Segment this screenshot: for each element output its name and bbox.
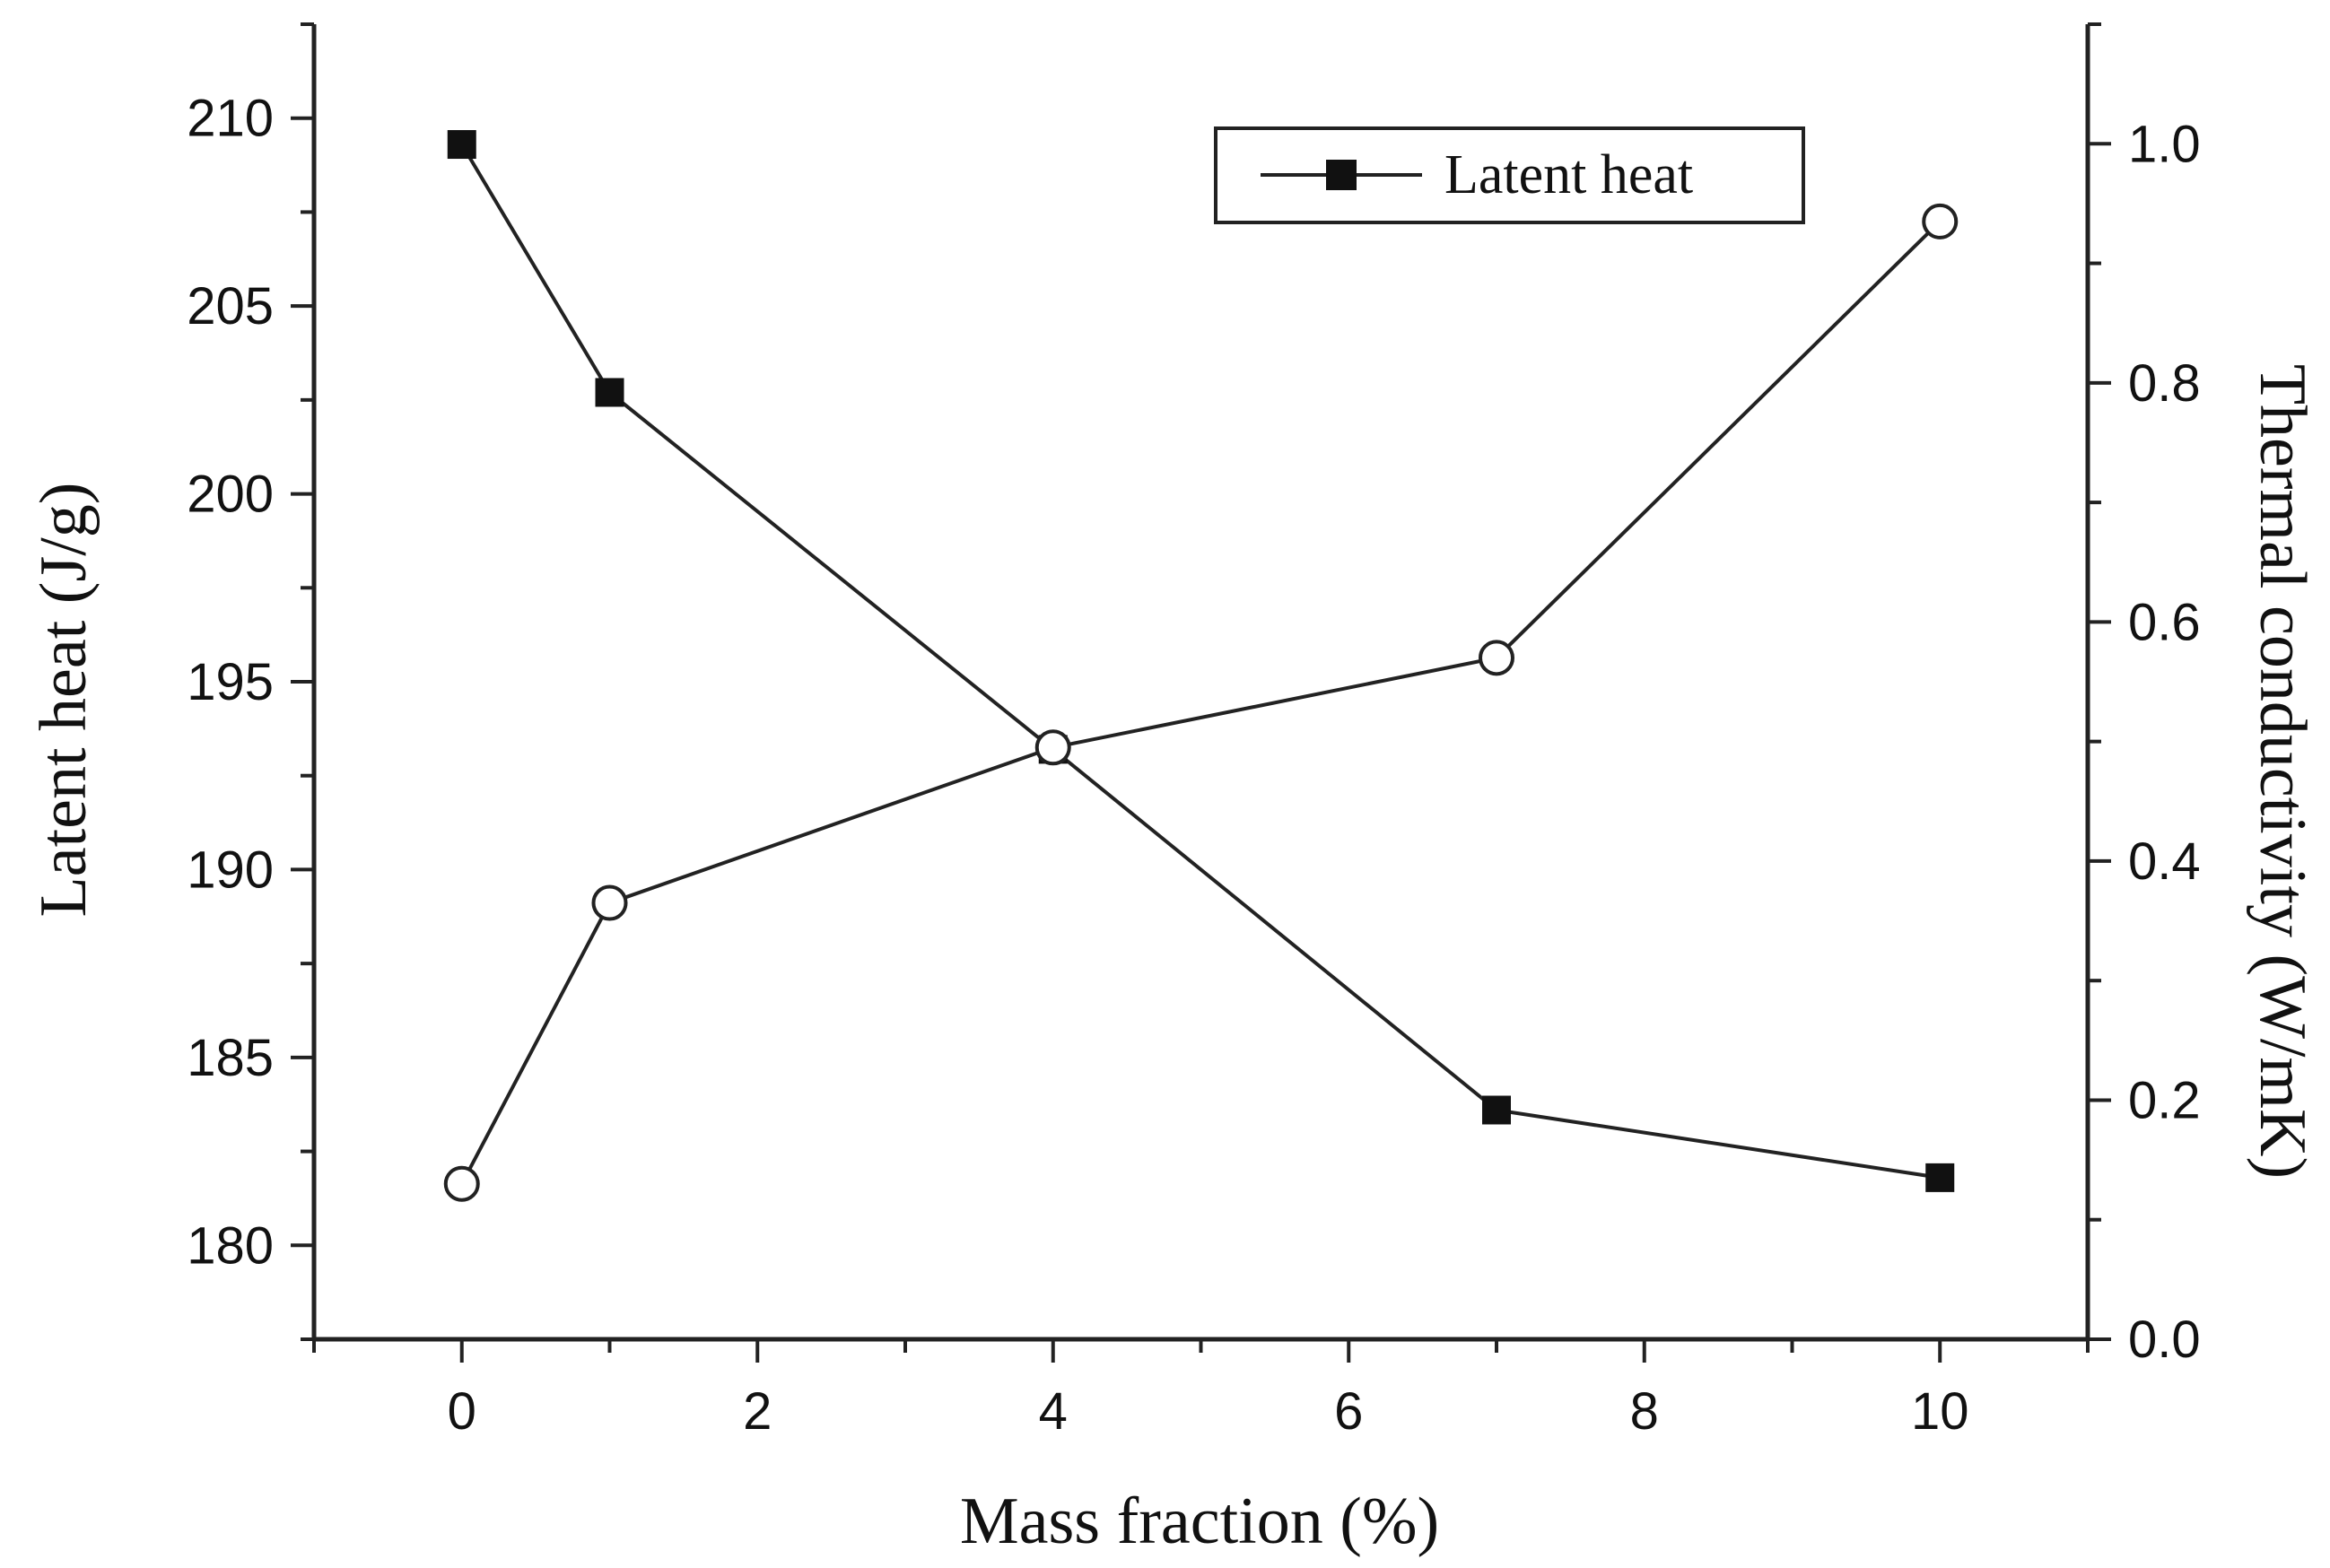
y2-axis-title: Thermal conductivity (W/mK): [2246, 364, 2319, 1179]
data-point-thermal-conductivity: [591, 884, 628, 921]
x-axis-title: Mass fraction (%): [960, 1485, 1439, 1558]
data-point-thermal-conductivity: [1922, 203, 1959, 240]
y2-tick-label: 0.8: [2128, 354, 2201, 413]
data-point-latent-heat: [447, 130, 476, 160]
y-tick-label: 185: [187, 1029, 274, 1087]
x-tick-label: 2: [743, 1382, 772, 1441]
x-tick-label: 8: [1630, 1382, 1659, 1441]
data-point-thermal-conductivity: [443, 1165, 480, 1202]
y2-tick-label: 0.6: [2128, 593, 2201, 651]
y2-tick-label: 0.0: [2128, 1311, 2201, 1369]
x-tick-label: 6: [1334, 1382, 1363, 1441]
y-tick-label: 180: [187, 1216, 274, 1275]
y-tick-label: 190: [187, 841, 274, 899]
y-tick-label: 205: [187, 277, 274, 335]
y2-tick-label: 0.2: [2128, 1071, 2201, 1129]
y-tick-label: 210: [187, 90, 274, 148]
x-tick-label: 0: [448, 1382, 476, 1441]
y-tick-label: 200: [187, 466, 274, 524]
y2-tick-label: 1.0: [2128, 115, 2201, 173]
y2-tick-label: 0.4: [2128, 832, 2201, 891]
y-tick-label: 195: [187, 653, 274, 711]
x-tick-label: 10: [1911, 1382, 1969, 1441]
data-point-latent-heat: [1482, 1095, 1511, 1125]
data-point-latent-heat: [595, 378, 624, 407]
y-axis-title: Latent heat (J/g): [27, 483, 100, 918]
series: [443, 130, 1959, 1202]
data-point-thermal-conductivity: [1034, 729, 1071, 766]
data-point-thermal-conductivity: [1479, 640, 1514, 676]
legend-marker-filled-square: [1326, 160, 1357, 190]
legend-entry: Latent heat: [1444, 144, 1693, 205]
axes: 0 2 4 6 8 10 180 185 190 195 200 205 210 0.0 0.2 0.4 0.6…: [187, 22, 2201, 1441]
x-tick-label: 4: [1039, 1382, 1068, 1441]
data-point-latent-heat: [1925, 1163, 1955, 1192]
legend: Latent heat: [1214, 126, 1805, 224]
